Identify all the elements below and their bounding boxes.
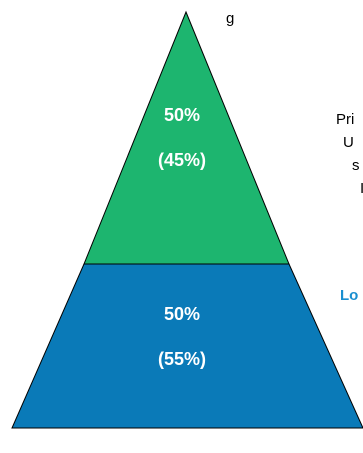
pyramid-lower-segment [11, 263, 363, 429]
side-note-line-2: U [343, 134, 354, 151]
side-note-line-1: Pri [336, 111, 354, 128]
title-fragment: g [226, 10, 234, 27]
side-note-line-3: s [352, 157, 360, 174]
upper-value-label: 50% [164, 105, 200, 125]
side-note-line-4: I [360, 180, 363, 197]
pyramid-upper-segment [83, 10, 290, 265]
lower-side-label: Lo [340, 287, 358, 304]
lower-value-label: 50% [164, 304, 200, 324]
lower-subvalue-label: (55%) [158, 349, 206, 369]
upper-subvalue-label: (45%) [158, 150, 206, 170]
